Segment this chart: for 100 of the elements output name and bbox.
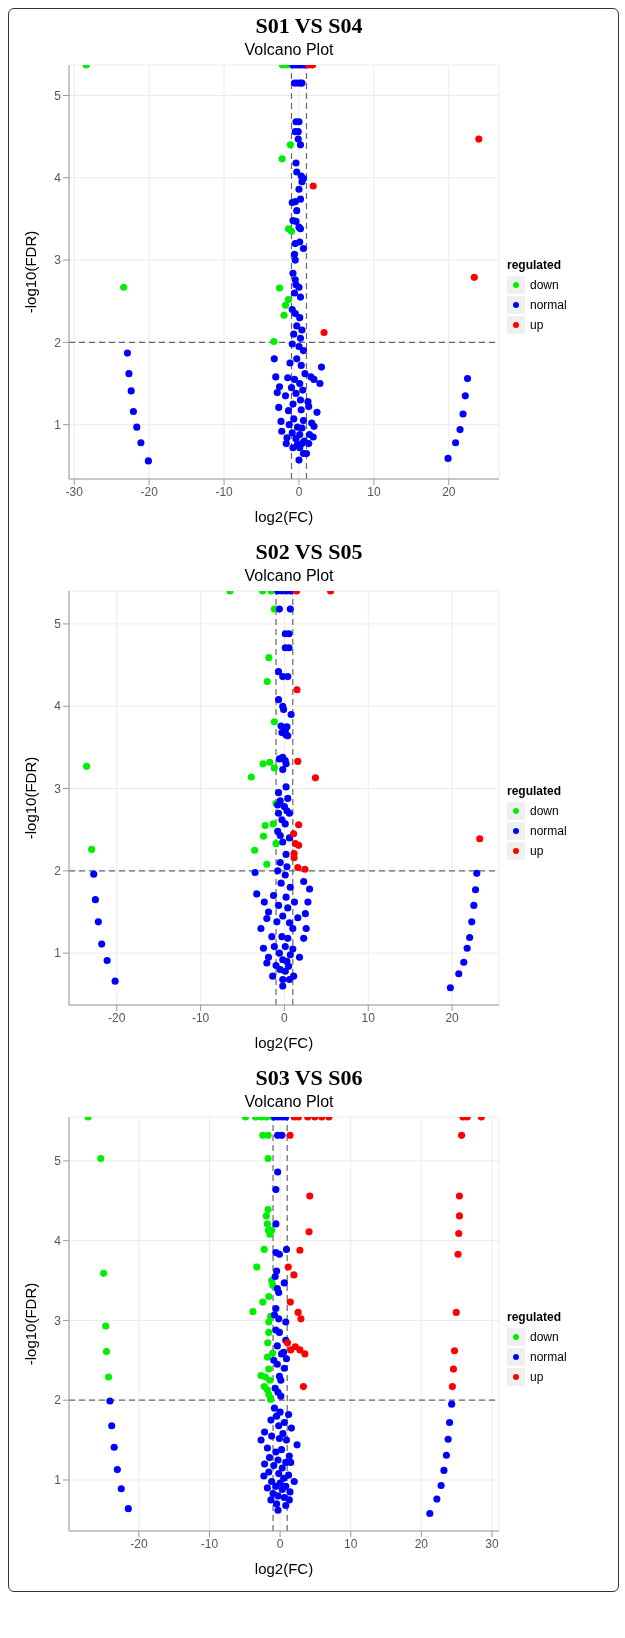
point (270, 718, 278, 726)
y-tick-label: 4 (54, 1233, 62, 1248)
point (449, 1365, 458, 1373)
point (278, 155, 286, 163)
x-tick-label: 10 (367, 484, 381, 499)
point (260, 1245, 268, 1253)
x-tick-label: 0 (295, 484, 303, 499)
chart-subtitle: Volcano Plot (243, 1093, 335, 1112)
y-tick-label: 5 (54, 617, 62, 632)
y-tick-label: 1 (54, 946, 62, 961)
point (476, 835, 484, 843)
point (269, 1349, 277, 1357)
point (295, 821, 303, 829)
y-tick-label: 3 (54, 253, 62, 268)
y-tick-label: 4 (54, 171, 62, 186)
y-tick-label: 2 (54, 1393, 62, 1408)
point (120, 283, 128, 291)
point (264, 1339, 272, 1347)
chart-subtitle: Volcano Plot (243, 41, 335, 60)
x-tick-label: 0 (276, 1536, 284, 1551)
point (249, 1308, 257, 1316)
point (290, 854, 298, 862)
point (266, 758, 274, 766)
y-axis-title: -log10(FDR) (22, 1282, 40, 1366)
point (297, 1315, 305, 1323)
point (455, 1229, 463, 1238)
point (104, 1373, 113, 1381)
x-tick-label: -10 (191, 1010, 210, 1025)
point (275, 284, 284, 292)
point (295, 841, 303, 849)
point (247, 773, 255, 781)
x-tick-label: -10 (200, 1536, 219, 1551)
point (262, 1212, 270, 1220)
y-axis-title: -log10(FDR) (22, 756, 40, 840)
point (251, 846, 259, 854)
x-tick-label: 10 (361, 1010, 376, 1025)
point (97, 1154, 105, 1163)
legend-title: regulated (507, 1309, 562, 1324)
x-tick-label: -20 (130, 1536, 148, 1551)
point (309, 182, 317, 190)
point (452, 1308, 460, 1316)
point (263, 1220, 271, 1228)
legend-label: normal (530, 1349, 567, 1364)
point (306, 1192, 314, 1200)
point (259, 760, 267, 768)
legend-title: regulated (507, 257, 562, 272)
x-tick-label: 20 (414, 1536, 429, 1551)
point (88, 845, 96, 853)
point (296, 1246, 304, 1254)
point (259, 832, 268, 840)
point (311, 774, 319, 782)
point (265, 1318, 273, 1326)
x-tick-label: 10 (344, 1536, 358, 1551)
point (294, 863, 302, 872)
point (299, 1383, 307, 1391)
point (264, 1131, 272, 1139)
y-axis-title: -log10(FDR) (22, 230, 40, 314)
point (100, 1269, 108, 1277)
point (265, 1292, 273, 1301)
x-axis-title: log2(FC) (254, 1033, 314, 1051)
point (267, 1395, 275, 1403)
point (296, 1346, 304, 1354)
y-tick-label: 3 (54, 1313, 62, 1328)
point (290, 830, 298, 838)
legend-label: up (530, 317, 544, 332)
point (305, 1228, 313, 1236)
x-tick-label: 0 (281, 1010, 289, 1025)
point (270, 764, 278, 772)
point (286, 1131, 294, 1139)
x-axis-title: log2(FC) (254, 1559, 314, 1577)
point (301, 865, 309, 873)
point (261, 822, 269, 830)
point (454, 1250, 462, 1258)
point (266, 1376, 274, 1384)
point (263, 1353, 271, 1361)
point (269, 820, 277, 828)
legend-label: down (530, 803, 559, 818)
point (450, 1347, 459, 1355)
point (294, 1308, 302, 1316)
point (284, 296, 293, 304)
point (448, 1383, 456, 1391)
point (102, 1347, 110, 1356)
chart-title: S01 VS S04 (254, 13, 364, 40)
point (475, 135, 483, 143)
point (455, 1212, 464, 1220)
point (286, 1298, 294, 1306)
legend-title: regulated (507, 783, 562, 798)
point (272, 840, 280, 848)
x-tick-label: 20 (445, 1010, 460, 1025)
point (263, 677, 271, 686)
y-tick-label: 5 (54, 1154, 62, 1169)
legend-label: up (530, 843, 544, 858)
x-tick-label: -30 (65, 484, 84, 499)
legend-label: up (530, 1369, 544, 1384)
y-tick-label: 1 (54, 417, 62, 432)
y-tick-label: 1 (54, 1473, 62, 1488)
point (470, 273, 478, 281)
legend-label: down (530, 1329, 559, 1344)
point (280, 311, 288, 319)
point (263, 860, 271, 868)
